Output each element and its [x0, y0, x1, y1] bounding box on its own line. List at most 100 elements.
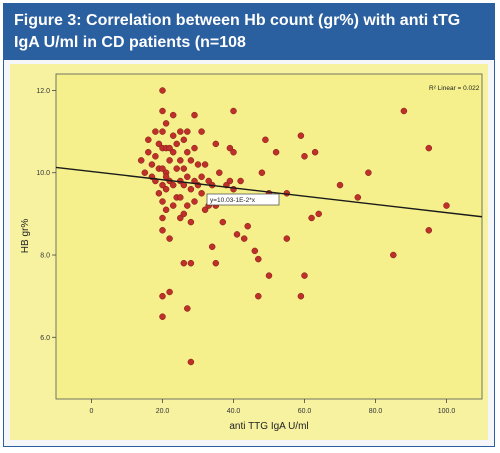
data-point — [216, 169, 223, 176]
data-point — [212, 259, 220, 267]
data-point — [297, 132, 305, 139]
data-point — [159, 227, 166, 234]
data-point — [258, 169, 266, 176]
data-point — [262, 136, 269, 144]
data-point — [354, 194, 362, 201]
data-point — [173, 165, 180, 172]
data-point — [159, 292, 166, 300]
x-tick-label: 0 — [90, 408, 94, 415]
data-point — [272, 148, 280, 156]
data-point — [191, 111, 198, 119]
x-tick-label: 20.0 — [156, 408, 170, 415]
data-point — [187, 358, 195, 366]
data-point — [308, 214, 315, 222]
x-tick-label: 60.0 — [298, 408, 312, 415]
data-point — [177, 214, 184, 222]
data-point — [184, 202, 191, 209]
data-point — [159, 87, 166, 94]
data-point — [315, 210, 322, 218]
data-point — [159, 181, 166, 189]
data-point — [152, 128, 159, 135]
data-point — [226, 144, 234, 152]
data-point — [169, 148, 177, 156]
data-point — [425, 144, 433, 152]
data-point — [240, 235, 248, 242]
figure-frame: Figure 3: Correlation between Hb count (… — [3, 3, 495, 447]
data-point — [159, 313, 166, 320]
data-point — [311, 148, 319, 156]
data-point — [255, 292, 262, 300]
data-point — [177, 194, 184, 201]
data-point — [226, 177, 234, 185]
data-point — [233, 231, 241, 238]
regression-line — [55, 166, 483, 218]
data-point — [390, 251, 397, 259]
data-point — [230, 107, 237, 115]
data-point — [205, 177, 212, 185]
x-tick-label: 40.0 — [227, 408, 241, 415]
data-point — [208, 243, 216, 251]
x-axis-title: anti TTG IgA U/ml — [229, 421, 308, 432]
r-squared-label: R² Linear = 0.022 — [429, 85, 480, 92]
data-point — [237, 177, 244, 185]
data-point — [148, 161, 156, 168]
data-point — [443, 202, 450, 209]
y-tick-label: 8.0 — [40, 253, 50, 260]
data-point — [145, 148, 152, 156]
data-point — [145, 136, 152, 144]
y-tick-label: 10.0 — [36, 170, 50, 177]
data-point — [198, 190, 205, 197]
data-point — [255, 255, 262, 263]
figure-header: Figure 3: Correlation between Hb count (… — [4, 4, 494, 60]
x-tick-label: 100.0 — [438, 408, 456, 415]
data-point — [159, 198, 166, 205]
data-point — [184, 173, 191, 181]
data-point — [230, 148, 237, 156]
data-point — [177, 157, 184, 164]
data-point — [198, 173, 205, 181]
axis-ticks: 0 20.0 40.0 60.0 80.0 100.0 6.0 8.0 10.0 12.0 — [36, 88, 455, 415]
data-point — [169, 202, 177, 209]
data-point — [159, 128, 166, 135]
scatter-chart: 0 20.0 40.0 60.0 80.0 100.0 6.0 8.0 10.0 12.0 y=1… — [10, 64, 488, 440]
data-point — [166, 235, 173, 242]
data-points — [137, 87, 450, 366]
data-point — [166, 157, 173, 164]
plot-area — [55, 73, 483, 400]
data-point — [365, 169, 372, 176]
y-axis-title: HB gr% — [20, 219, 31, 254]
data-point — [219, 218, 227, 226]
data-point — [162, 185, 170, 193]
figure-title: Figure 3: Correlation between Hb count (… — [14, 12, 461, 51]
data-point — [169, 132, 177, 139]
data-point — [177, 128, 184, 135]
data-point — [336, 181, 344, 189]
data-point — [155, 190, 163, 197]
data-point — [187, 259, 195, 267]
fit-equation-label: y=10.03-1E-2*x — [210, 197, 256, 204]
data-point — [180, 136, 188, 144]
data-point — [191, 144, 198, 152]
data-point — [141, 169, 149, 176]
data-point — [191, 198, 198, 205]
data-point — [301, 272, 308, 279]
y-tick-label: 6.0 — [40, 335, 50, 342]
data-point — [162, 120, 170, 127]
data-point — [169, 181, 177, 189]
data-point — [201, 161, 209, 168]
data-point — [159, 107, 166, 115]
data-point — [180, 210, 188, 218]
data-point — [283, 235, 291, 242]
data-point — [198, 128, 205, 135]
data-point — [244, 222, 251, 230]
data-point — [425, 227, 433, 234]
data-point — [166, 144, 173, 152]
data-point — [166, 288, 173, 296]
data-point — [265, 272, 273, 279]
data-point — [184, 305, 191, 312]
data-point — [301, 153, 308, 160]
data-point — [184, 148, 191, 156]
data-point — [187, 185, 195, 193]
data-point — [173, 140, 180, 148]
data-point — [159, 214, 166, 222]
